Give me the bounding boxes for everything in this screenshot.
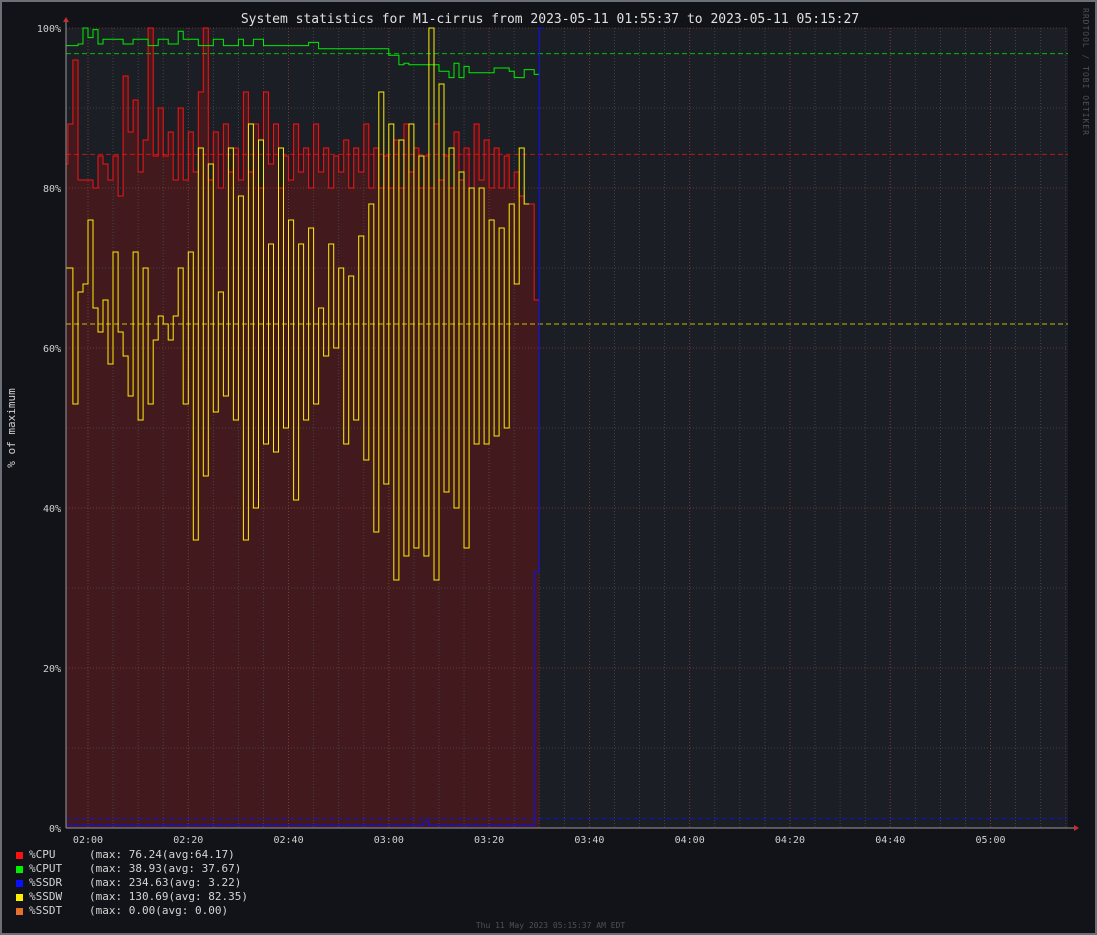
watermark: RRDTOOL / TOBI OETIKER (1081, 8, 1090, 136)
x-tick-label: 02:20 (173, 835, 203, 846)
y-tick-label: 40% (43, 504, 61, 515)
legend: %CPU (max: 76.24(avg:64.17) %CPUT (max: 38.… (16, 848, 248, 918)
x-tick-label: 05:00 (975, 835, 1005, 846)
x-tick-label: 03:00 (374, 835, 404, 846)
legend-name: %SSDT (29, 904, 63, 917)
legend-stats: (max: 234.63(avg: 3.22) (89, 876, 242, 889)
legend-item: %SSDT (max: 0.00(avg: 0.00) (16, 904, 248, 918)
legend-name: %SSDR (29, 876, 63, 889)
legend-item: %SSDR (max: 234.63(avg: 3.22) (16, 876, 248, 890)
legend-swatch (16, 907, 23, 915)
y-axis-arrow (63, 17, 69, 22)
x-tick-label: 04:00 (675, 835, 705, 846)
x-tick-label: 04:20 (775, 835, 805, 846)
series-line (66, 27, 540, 301)
legend-swatch (16, 865, 23, 873)
series-line (66, 27, 530, 581)
legend-stats: (max: 38.93(avg: 37.67) (89, 862, 242, 875)
x-tick-label: 02:00 (73, 835, 103, 846)
x-tick-label: 03:20 (474, 835, 504, 846)
legend-swatch (16, 879, 23, 887)
legend-name: %CPUT (29, 862, 63, 875)
legend-stats: (max: 0.00(avg: 0.00) (89, 904, 229, 917)
series-line (66, 27, 545, 827)
legend-item: %CPUT (max: 38.93(avg: 37.67) (16, 862, 248, 876)
x-tick-label: 02:40 (273, 835, 303, 846)
chart-title: System statistics for M1-cirrus from 202… (241, 12, 859, 27)
legend-name: %SSDW (29, 890, 63, 903)
legend-stats: (max: 130.69(avg: 82.35) (89, 890, 248, 903)
y-axis-label: % of maximum (5, 388, 18, 468)
series-line (66, 27, 540, 79)
x-axis-arrow (1074, 825, 1079, 831)
x-tick-label: 04:40 (875, 835, 905, 846)
legend-stats: (max: 76.24(avg:64.17) (89, 848, 235, 861)
footer-timestamp: Thu 11 May 2023 05:15:37 AM EDT (475, 921, 626, 930)
legend-item: %SSDW (max: 130.69(avg: 82.35) (16, 890, 248, 904)
legend-swatch (16, 851, 23, 859)
y-tick-label: 100% (37, 24, 61, 35)
legend-name: %CPU (29, 848, 56, 861)
legend-swatch (16, 893, 23, 901)
legend-item: %CPU (max: 76.24(avg:64.17) (16, 848, 248, 862)
y-tick-label: 60% (43, 344, 61, 355)
y-tick-label: 20% (43, 664, 61, 675)
y-tick-label: 80% (43, 184, 61, 195)
x-tick-label: 03:40 (574, 835, 604, 846)
y-tick-label: 0% (49, 824, 61, 835)
cpu-area (66, 28, 540, 828)
